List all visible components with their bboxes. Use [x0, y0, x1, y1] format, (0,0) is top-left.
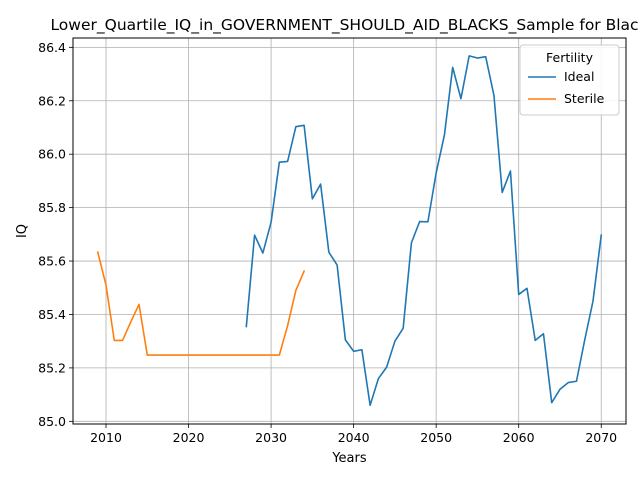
y-tick-label: 85.2	[38, 360, 66, 375]
legend-label-ideal: Ideal	[564, 69, 594, 84]
x-tick-label: 2060	[503, 430, 535, 445]
y-tick-label: 86.0	[38, 147, 66, 162]
x-axis-label: Years	[331, 451, 367, 466]
legend-label-sterile: Sterile	[564, 91, 605, 106]
y-tick-label: 86.4	[38, 40, 66, 55]
x-tick-label: 2020	[173, 430, 205, 445]
x-tick-label: 2050	[420, 430, 452, 445]
y-tick-label: 85.0	[38, 414, 66, 429]
x-tick-label: 2010	[90, 430, 122, 445]
chart-title: Lower_Quartile_IQ_in_GOVERNMENT_SHOULD_A…	[50, 16, 640, 35]
y-tick-label: 85.4	[38, 307, 66, 322]
y-tick-label: 85.6	[38, 254, 66, 269]
y-tick-label: 85.8	[38, 200, 66, 215]
x-tick-label: 2030	[255, 430, 287, 445]
x-tick-label: 2070	[585, 430, 617, 445]
legend-title: Fertility	[546, 50, 594, 65]
x-tick-label: 2040	[338, 430, 370, 445]
y-tick-label: 86.2	[38, 93, 66, 108]
legend: Fertility Ideal Sterile	[520, 45, 619, 115]
y-axis-label: IQ	[15, 224, 30, 238]
